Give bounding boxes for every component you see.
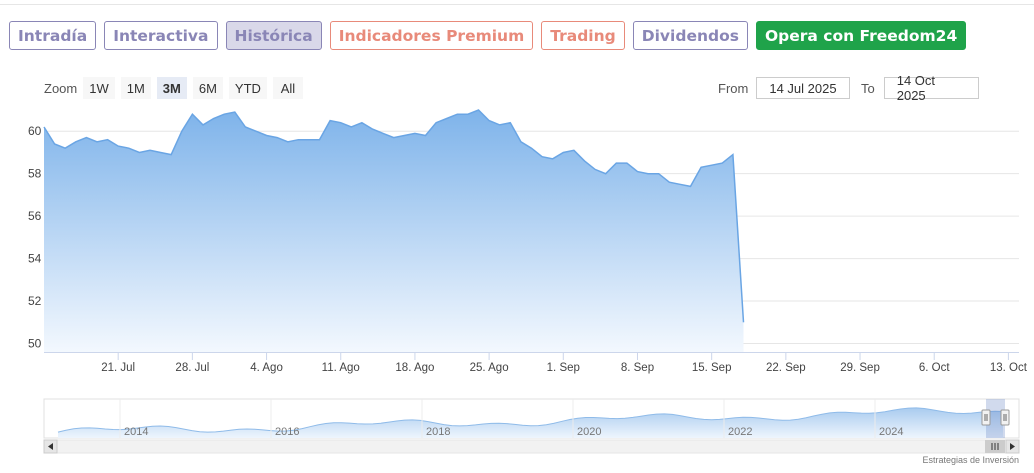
y-tick-label: 56 [28,209,42,223]
arrow-right-icon [1010,443,1015,450]
tab-hist-rica[interactable]: Histórica [225,21,322,50]
zoom-button-3m[interactable]: 3M [156,77,187,99]
navigator-selection [986,399,1005,438]
y-axis: 50 52 54 56 58 60 [28,124,42,350]
navigator-handle-right[interactable] [1000,409,1010,426]
to-label: To [861,80,875,96]
navigator-year-label: 2022 [728,426,752,438]
navigator-year-label: 2020 [577,426,601,438]
y-tick-label: 52 [28,294,42,308]
plot-area [43,109,745,352]
x-tick-label: 21. Jul [101,362,135,374]
from-date-input[interactable]: 14 Jul 2025 [756,77,851,99]
zoom-button-1w[interactable]: 1W [83,77,115,99]
navigator-year-label: 2016 [275,426,299,438]
navigator-year-label: 2018 [426,426,450,438]
zoom-selector: Zoom 1W 1M 3M 6M YTD All [44,77,309,99]
zoom-button-6m[interactable]: 6M [192,77,223,99]
x-tick-label: 29. Sep [840,362,880,374]
series-line [43,109,745,323]
x-tick-label: 28. Jul [175,362,209,374]
tab-dividendos[interactable]: Dividendos [632,21,748,50]
tab-intrad-a[interactable]: Intradía [9,21,97,50]
x-tick-label: 15. Sep [692,362,732,374]
tab-indicadores-premium[interactable]: Indicadores Premium [329,21,534,50]
tab-trading[interactable]: Trading [541,21,625,50]
tab-interactiva[interactable]: Interactiva [104,21,218,50]
navigator-line [57,407,1004,433]
navigator-year-label: 2014 [124,426,148,438]
series-area [44,110,744,352]
tab-bar: Intradía Interactiva Histórica Indicadores … [9,21,967,50]
navigator-scrollbar[interactable] [43,439,1020,454]
x-tick-label: 22. Sep [766,362,806,374]
zoom-button-all[interactable]: All [272,77,303,99]
zoom-label: Zoom [44,80,78,96]
navigator-handle-left[interactable] [981,409,991,426]
y-tick-label: 58 [28,167,42,181]
x-tick-label: 13. Oct [990,362,1028,374]
y-tick-label: 54 [28,252,42,266]
top-divider [0,4,1034,5]
tab-opera-con-freedom24[interactable]: Opera con Freedom24 [755,21,967,50]
x-tick-label: 18. Ago [395,362,434,374]
from-label: From [718,80,749,96]
x-tick-label: 4. Ago [250,362,283,374]
x-tick-label: 25. Ago [470,362,509,374]
zoom-button-1m[interactable]: 1M [120,77,151,99]
x-tick-label: 11. Ago [322,362,360,374]
chart-credit: Estrategias de Inversión [922,455,1019,465]
x-tick-label: 1. Sep [547,362,580,374]
navigator-year-label: 2024 [879,426,903,438]
range-from: From 14 Jul 2025 [718,77,851,99]
navigator[interactable]: 2014 2016 2018 2020 2022 2024 [43,398,1020,454]
zoom-button-ytd[interactable]: YTD [228,77,267,99]
x-tick-label: 6. Oct [919,362,950,374]
x-axis: 21. Jul 28. Jul 4. Ago 11. Ago 18. Ago 25. Ag… [44,352,1028,374]
y-tick-label: 50 [28,337,42,351]
arrow-left-icon [48,443,53,450]
x-tick-label: 8. Sep [621,362,654,374]
y-tick-label: 60 [28,124,42,138]
